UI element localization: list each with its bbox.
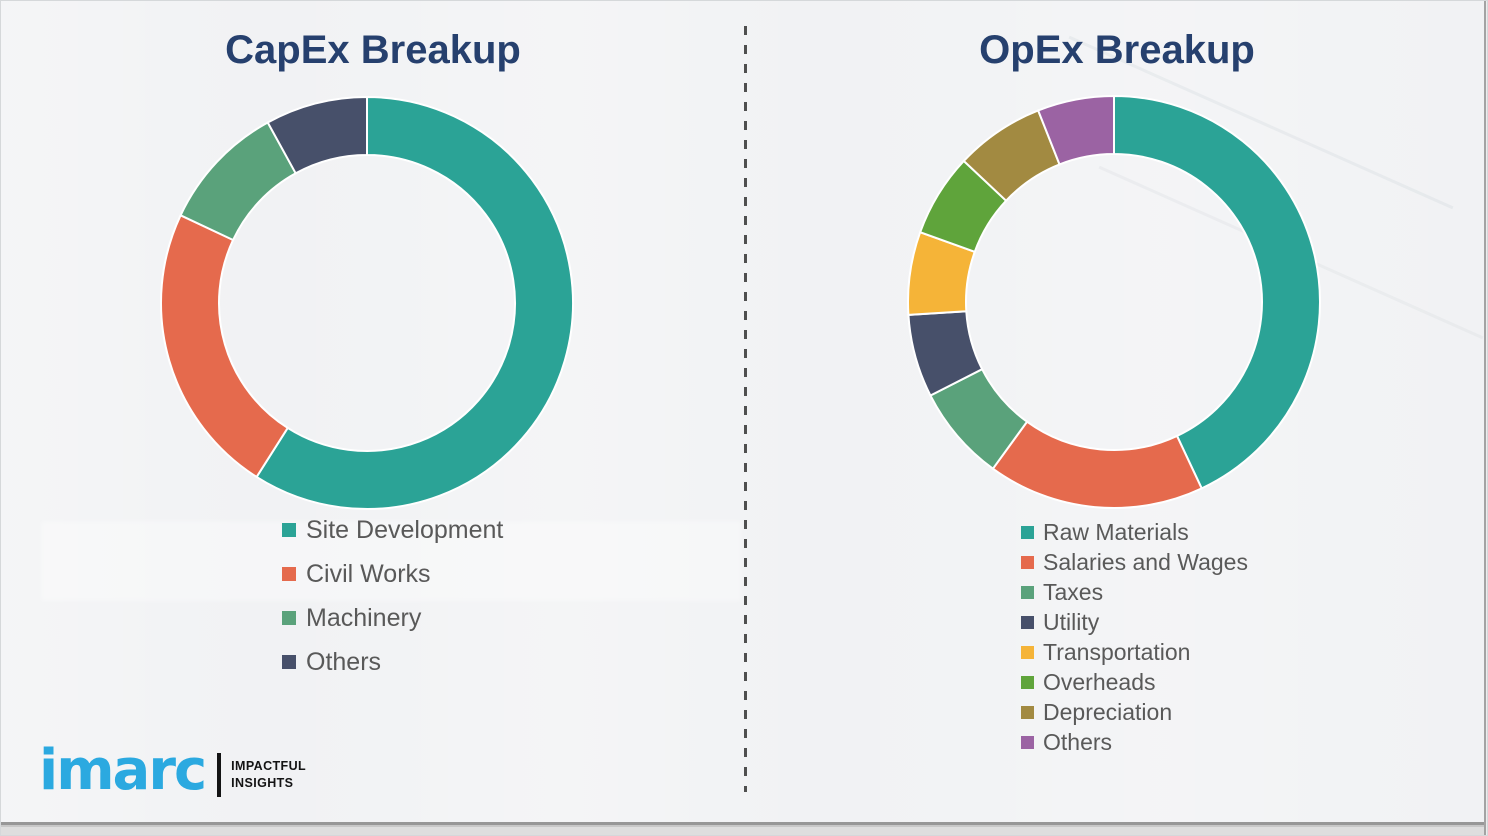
capex-chart-title: CapEx Breakup [225, 28, 521, 72]
capex-legend: Site Development Civil Works Machinery O… [282, 508, 503, 684]
legend-label: Taxes [1043, 578, 1104, 605]
legend-item: Raw Materials [1021, 517, 1248, 547]
legend-item: Others [282, 640, 503, 684]
legend-item: Taxes [1021, 577, 1248, 607]
legend-item: Civil Works [282, 552, 503, 596]
legend-label: Salaries and Wages [1043, 548, 1248, 575]
legend-label: Depreciation [1043, 698, 1173, 725]
legend-item: Site Development [282, 508, 503, 552]
donut-segment-raw-materials [1113, 94, 1321, 490]
capex-donut-chart [160, 95, 574, 510]
legend-label: Utility [1043, 608, 1100, 635]
opex-donut-chart [907, 94, 1321, 509]
donut-segment-others [1036, 94, 1115, 166]
legend-label: Transportation [1043, 638, 1191, 665]
donut-segment-salaries-and-wages [991, 420, 1204, 509]
legend-item: Salaries and Wages [1021, 547, 1248, 577]
logo-tagline: IMPACTFUL INSIGHTS [231, 758, 306, 792]
donut-segment-others [266, 95, 368, 175]
window-right-edge [1484, 1, 1487, 835]
legend-swatch [1021, 585, 1034, 599]
legend-swatch [1021, 525, 1034, 539]
legend-swatch [282, 655, 296, 669]
legend-swatch [1021, 735, 1034, 749]
logo-divider-bar [217, 753, 222, 797]
legend-swatch [1021, 675, 1034, 689]
panel-divider-dashed-line [744, 26, 747, 792]
legend-label: Others [1043, 728, 1113, 755]
legend-label: Raw Materials [1043, 518, 1189, 545]
legend-item: Others [1021, 727, 1248, 757]
legend-item: Machinery [282, 596, 503, 640]
imarc-logo: imarc IMPACTFUL INSIGHTS [39, 743, 306, 807]
logo-tagline-line1: IMPACTFUL [231, 759, 307, 774]
legend-label: Machinery [306, 603, 422, 632]
legend-swatch [1021, 615, 1034, 629]
legend-swatch [1021, 555, 1034, 569]
window-bottom-edge [1, 822, 1487, 835]
legend-item: Transportation [1021, 637, 1248, 667]
logo-tagline-line2: INSIGHTS [231, 776, 294, 790]
legend-swatch [282, 611, 296, 625]
legend-label: Others [306, 647, 382, 676]
legend-label: Overheads [1043, 668, 1156, 695]
legend-swatch [282, 567, 296, 581]
legend-swatch [1021, 705, 1034, 719]
legend-item: Overheads [1021, 667, 1248, 697]
opex-legend: Raw Materials Salaries and Wages Taxes U… [1021, 517, 1248, 757]
opex-chart-title: OpEx Breakup [979, 28, 1255, 72]
imarc-logo-wordmark: imarc [39, 738, 207, 803]
legend-label: Site Development [306, 515, 504, 544]
legend-item: Utility [1021, 607, 1248, 637]
legend-label: Civil Works [306, 559, 431, 588]
donut-segment-civil-works [160, 213, 290, 479]
legend-item: Depreciation [1021, 697, 1248, 727]
donut-segment-site-development [255, 95, 574, 510]
legend-swatch [282, 523, 296, 537]
legend-swatch [1021, 645, 1034, 659]
